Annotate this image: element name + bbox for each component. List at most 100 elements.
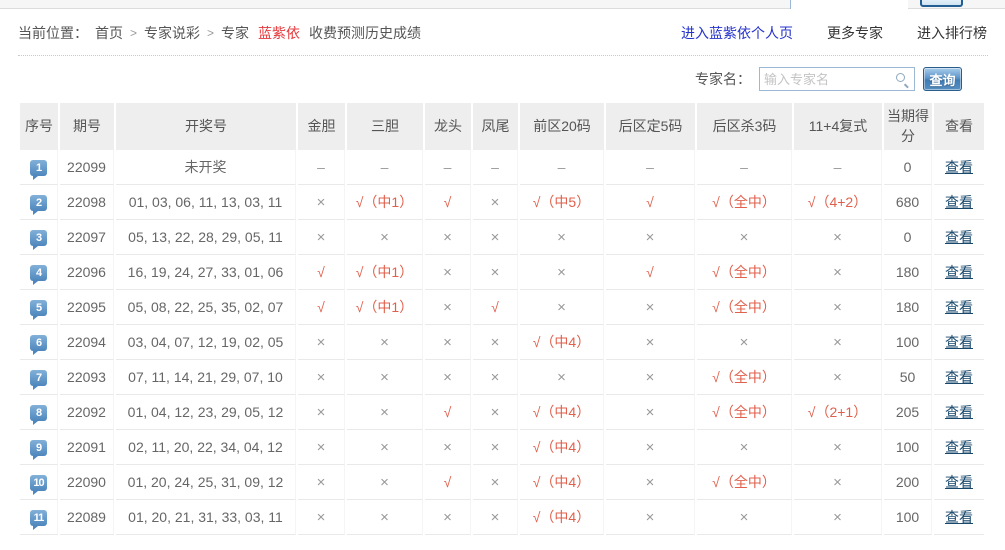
cell-score: 0	[884, 150, 932, 185]
view-link[interactable]: 查看	[945, 194, 973, 210]
table-row: 2 22098 01, 03, 06, 11, 13, 03, 11 × √（中1） √ ×…	[20, 185, 984, 220]
cell-score: 0	[884, 220, 932, 255]
view-link[interactable]: 查看	[945, 264, 973, 280]
query-button[interactable]: 查询	[923, 67, 962, 91]
cell-seq: 11	[20, 500, 58, 535]
cell-fushi: ×	[794, 325, 882, 360]
cell-longtou: ×	[425, 220, 471, 255]
cell-seq: 1	[20, 150, 58, 185]
row-seq-badge: 7	[30, 370, 47, 390]
cell-period: 22097	[60, 220, 114, 255]
view-link[interactable]: 查看	[945, 404, 973, 420]
cell-back5: ×	[606, 325, 695, 360]
cell-longtou: ×	[425, 500, 471, 535]
breadcrumb-home[interactable]: 首页	[95, 24, 123, 41]
column-header-8: 后区定5码	[606, 103, 695, 150]
view-link[interactable]: 查看	[945, 369, 973, 385]
view-link[interactable]: 查看	[945, 509, 973, 525]
cell-backkill3: ×	[697, 430, 792, 465]
cell-fengwei: ×	[473, 500, 518, 535]
cell-fushi: ×	[794, 220, 882, 255]
cell-sandan: ×	[347, 395, 423, 430]
column-header-6: 凤尾	[473, 103, 518, 150]
table-row: 5 22095 05, 08, 22, 25, 35, 02, 07 √ √（中1） × √…	[20, 290, 984, 325]
cutoff-search-input	[790, 0, 908, 9]
breadcrumb-expert[interactable]: 专家	[221, 24, 250, 41]
cell-draw-numbers: 16, 19, 24, 27, 33, 01, 06	[116, 255, 296, 290]
view-link[interactable]: 查看	[945, 159, 973, 175]
cell-fushi: ×	[794, 430, 882, 465]
cell-view: 查看	[934, 185, 984, 220]
expert-name-label: 专家名：	[695, 71, 751, 87]
cell-period: 22093	[60, 360, 114, 395]
expert-search-input[interactable]	[760, 68, 890, 90]
row-seq-badge: 2	[30, 195, 47, 215]
cell-score: 100	[884, 500, 932, 535]
cell-sandan: ×	[347, 465, 423, 500]
row-seq-badge: 10	[30, 475, 47, 495]
cell-period: 22091	[60, 430, 114, 465]
breadcrumb-expert-talk[interactable]: 专家说彩	[144, 24, 201, 41]
cell-draw-numbers: 01, 03, 06, 11, 13, 03, 11	[116, 185, 296, 220]
cell-score: 50	[884, 360, 932, 395]
cell-back5: ×	[606, 395, 695, 430]
cell-backkill3: √（全中）	[697, 185, 792, 220]
column-header-11: 当期得分	[884, 103, 932, 150]
cell-fengwei: ×	[473, 430, 518, 465]
cell-score: 180	[884, 255, 932, 290]
top-cutoff-strip	[0, 0, 1005, 9]
table-header-row: 序号 期号 开奖号 金胆 三胆 龙头 凤尾 前区20码 后区定5码 后区杀3码 11+4复式 当期得分…	[20, 103, 984, 150]
view-link[interactable]: 查看	[945, 334, 973, 350]
view-link[interactable]: 查看	[945, 474, 973, 490]
cell-jindan: ×	[298, 325, 345, 360]
cell-seq: 9	[20, 430, 58, 465]
cell-view: 查看	[934, 395, 984, 430]
cell-fushi: ×	[794, 255, 882, 290]
cell-longtou: ×	[425, 430, 471, 465]
column-header-0: 序号	[20, 103, 58, 150]
table-row: 4 22096 16, 19, 24, 27, 33, 01, 06 √ √（中1） × ×…	[20, 255, 984, 290]
cell-front20: √（中4）	[520, 395, 604, 430]
column-header-5: 龙头	[425, 103, 471, 150]
cell-sandan: √（中1）	[347, 185, 423, 220]
cell-jindan: ×	[298, 185, 345, 220]
view-link[interactable]: 查看	[945, 299, 973, 315]
cell-view: 查看	[934, 325, 984, 360]
more-experts-link[interactable]: 更多专家	[827, 24, 883, 41]
row-seq-badge: 11	[30, 510, 47, 530]
cell-period: 22092	[60, 395, 114, 430]
view-link[interactable]: 查看	[945, 439, 973, 455]
table-body: 1 22099 未开奖 – – – – – – – –0 查看 2 22098 01, 03, 06, 11…	[20, 150, 984, 535]
cell-front20: ×	[520, 220, 604, 255]
breadcrumb-prefix: 当前位置：	[18, 24, 88, 41]
cell-longtou: ×	[425, 290, 471, 325]
cell-score: 680	[884, 185, 932, 220]
cell-score: 100	[884, 325, 932, 360]
cell-jindan: –	[298, 150, 345, 185]
table-row: 6 22094 03, 04, 07, 12, 19, 02, 05 × × × × √（中4…	[20, 325, 984, 360]
column-header-10: 11+4复式	[794, 103, 882, 150]
cell-period: 22098	[60, 185, 114, 220]
cell-period: 22094	[60, 325, 114, 360]
cell-jindan: ×	[298, 395, 345, 430]
cell-fengwei: ×	[473, 325, 518, 360]
cell-draw-numbers: 01, 04, 12, 23, 29, 05, 12	[116, 395, 296, 430]
table-row: 8 22092 01, 04, 12, 23, 29, 05, 12 × × √ × √（中4…	[20, 395, 984, 430]
personal-page-link[interactable]: 进入蓝紫依个人页	[681, 24, 793, 41]
table-row: 1 22099 未开奖 – – – – – – – –0 查看	[20, 150, 984, 185]
view-link[interactable]: 查看	[945, 229, 973, 245]
cell-score: 200	[884, 465, 932, 500]
cell-backkill3: √（全中）	[697, 360, 792, 395]
row-seq-badge: 6	[30, 335, 47, 355]
cell-jindan: ×	[298, 220, 345, 255]
cell-jindan: √	[298, 290, 345, 325]
cutoff-query-button[interactable]	[920, 0, 963, 7]
cell-fengwei: ×	[473, 465, 518, 500]
cell-fushi: ×	[794, 465, 882, 500]
cell-period: 22096	[60, 255, 114, 290]
table-row: 9 22091 02, 11, 20, 22, 34, 04, 12 × × × × √（中4…	[20, 430, 984, 465]
breadcrumb-separator: >	[130, 25, 138, 40]
ranking-link[interactable]: 进入排行榜	[917, 24, 987, 41]
cell-jindan: ×	[298, 360, 345, 395]
cell-backkill3: √（全中）	[697, 290, 792, 325]
